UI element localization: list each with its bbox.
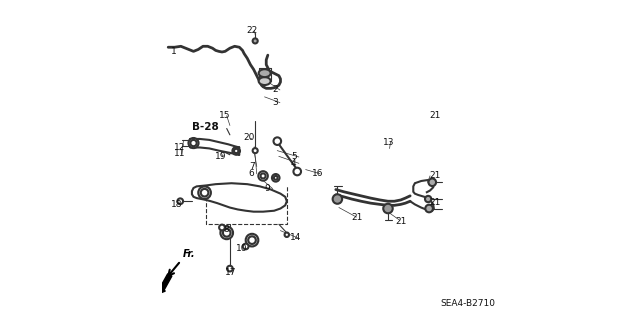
Text: 22: 22 xyxy=(246,26,258,35)
Text: 8: 8 xyxy=(223,225,229,234)
Ellipse shape xyxy=(259,69,271,77)
Text: 20: 20 xyxy=(243,133,255,143)
Circle shape xyxy=(243,244,248,249)
Circle shape xyxy=(219,225,225,230)
Text: 17: 17 xyxy=(225,268,236,277)
Text: 7: 7 xyxy=(249,162,255,171)
Circle shape xyxy=(198,186,211,199)
Text: 4: 4 xyxy=(291,159,296,168)
Text: 2: 2 xyxy=(272,85,278,94)
Text: 21: 21 xyxy=(429,171,440,181)
Circle shape xyxy=(232,147,240,155)
Circle shape xyxy=(253,148,258,153)
Text: 21: 21 xyxy=(351,212,363,222)
Circle shape xyxy=(188,138,198,148)
Text: B-28: B-28 xyxy=(192,122,219,132)
Text: Fr.: Fr. xyxy=(182,249,195,259)
Text: 21: 21 xyxy=(429,198,440,207)
Text: 3: 3 xyxy=(272,98,278,107)
Circle shape xyxy=(190,140,196,146)
Circle shape xyxy=(234,149,239,153)
Text: 21: 21 xyxy=(396,217,406,226)
Circle shape xyxy=(428,178,436,186)
Circle shape xyxy=(274,176,278,180)
Text: 11: 11 xyxy=(174,149,186,158)
Circle shape xyxy=(177,198,183,204)
Text: 12: 12 xyxy=(174,143,186,152)
FancyArrow shape xyxy=(159,274,172,293)
Text: 10: 10 xyxy=(236,244,248,253)
Circle shape xyxy=(220,226,233,239)
Text: 1: 1 xyxy=(171,48,177,56)
Text: SEA4-B2710: SEA4-B2710 xyxy=(440,299,495,308)
Circle shape xyxy=(425,196,431,202)
Circle shape xyxy=(272,174,280,182)
Circle shape xyxy=(426,205,433,212)
Circle shape xyxy=(285,233,289,237)
Circle shape xyxy=(223,229,230,237)
Circle shape xyxy=(260,174,266,178)
Text: 6: 6 xyxy=(249,169,255,178)
Circle shape xyxy=(293,168,301,175)
Text: 21: 21 xyxy=(429,111,440,120)
Circle shape xyxy=(253,38,258,43)
Circle shape xyxy=(273,137,281,145)
Circle shape xyxy=(248,236,256,244)
Text: 15: 15 xyxy=(219,111,230,120)
Text: 14: 14 xyxy=(290,234,301,242)
Text: 9: 9 xyxy=(265,184,271,193)
Circle shape xyxy=(383,204,393,213)
Text: 16: 16 xyxy=(312,169,324,178)
Text: 18: 18 xyxy=(171,200,182,209)
Circle shape xyxy=(201,189,209,197)
Circle shape xyxy=(333,194,342,204)
Text: 13: 13 xyxy=(383,137,394,147)
Circle shape xyxy=(259,171,268,181)
Circle shape xyxy=(227,266,233,271)
Text: 19: 19 xyxy=(215,152,227,161)
Circle shape xyxy=(246,234,259,247)
Text: 5: 5 xyxy=(291,152,297,161)
Ellipse shape xyxy=(259,77,271,85)
